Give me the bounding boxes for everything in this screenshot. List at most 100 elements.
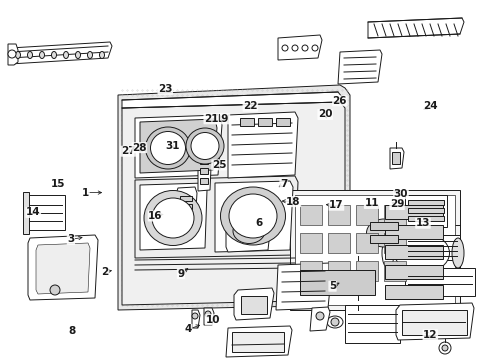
Bar bbox=[384, 265, 442, 279]
Polygon shape bbox=[36, 243, 90, 294]
Text: 28: 28 bbox=[132, 143, 146, 153]
Bar bbox=[299, 205, 321, 225]
Bar bbox=[299, 261, 321, 281]
Text: 7: 7 bbox=[279, 179, 287, 189]
Bar bbox=[23, 192, 29, 234]
Circle shape bbox=[302, 45, 307, 51]
Ellipse shape bbox=[352, 255, 362, 261]
Polygon shape bbox=[215, 181, 292, 252]
Text: 5: 5 bbox=[328, 281, 335, 291]
Bar bbox=[180, 204, 192, 209]
Bar bbox=[355, 261, 377, 281]
Circle shape bbox=[192, 313, 198, 319]
Bar bbox=[241, 296, 266, 314]
Circle shape bbox=[282, 45, 287, 51]
Text: 10: 10 bbox=[205, 315, 220, 325]
Ellipse shape bbox=[232, 219, 264, 243]
Ellipse shape bbox=[366, 219, 401, 247]
Circle shape bbox=[8, 50, 16, 58]
Bar bbox=[404, 268, 474, 296]
Bar bbox=[384, 245, 442, 259]
Text: 11: 11 bbox=[364, 198, 378, 208]
Ellipse shape bbox=[220, 187, 285, 245]
Ellipse shape bbox=[87, 51, 92, 59]
Text: 30: 30 bbox=[393, 189, 407, 199]
Ellipse shape bbox=[410, 306, 458, 334]
Text: 1: 1 bbox=[82, 188, 89, 198]
Text: 24: 24 bbox=[422, 101, 437, 111]
Bar bbox=[180, 196, 192, 201]
Circle shape bbox=[330, 318, 338, 326]
Bar bbox=[180, 212, 192, 217]
Ellipse shape bbox=[75, 51, 81, 59]
Text: 29: 29 bbox=[389, 199, 404, 210]
Bar bbox=[25, 195, 65, 230]
Bar bbox=[327, 233, 349, 253]
Circle shape bbox=[311, 45, 317, 51]
Ellipse shape bbox=[228, 194, 276, 238]
Polygon shape bbox=[389, 148, 403, 169]
Bar bbox=[383, 261, 405, 281]
Polygon shape bbox=[225, 326, 291, 357]
Bar bbox=[355, 205, 377, 225]
Polygon shape bbox=[122, 92, 341, 108]
Polygon shape bbox=[395, 303, 473, 340]
Text: 23: 23 bbox=[158, 84, 172, 94]
Polygon shape bbox=[28, 235, 98, 300]
Text: 13: 13 bbox=[415, 218, 429, 228]
Bar bbox=[391, 152, 399, 164]
Polygon shape bbox=[118, 85, 349, 310]
Ellipse shape bbox=[150, 131, 185, 165]
Polygon shape bbox=[174, 218, 178, 228]
Text: 17: 17 bbox=[328, 200, 343, 210]
Circle shape bbox=[204, 311, 210, 317]
Polygon shape bbox=[135, 115, 222, 178]
Ellipse shape bbox=[352, 295, 362, 301]
Bar bbox=[383, 205, 405, 225]
Bar bbox=[384, 205, 442, 219]
Ellipse shape bbox=[326, 316, 342, 328]
Text: 2: 2 bbox=[102, 267, 108, 277]
Bar bbox=[404, 195, 446, 227]
Text: 19: 19 bbox=[215, 114, 229, 124]
Polygon shape bbox=[192, 310, 200, 328]
Circle shape bbox=[315, 312, 324, 320]
Bar bbox=[327, 205, 349, 225]
Bar bbox=[200, 168, 207, 174]
Text: 27: 27 bbox=[121, 146, 135, 156]
Polygon shape bbox=[140, 183, 206, 250]
Text: 18: 18 bbox=[285, 197, 300, 207]
Bar bbox=[200, 178, 207, 184]
Text: 9: 9 bbox=[177, 269, 184, 279]
Bar bbox=[384, 225, 442, 239]
Ellipse shape bbox=[352, 275, 362, 281]
Bar bbox=[369, 222, 397, 230]
Ellipse shape bbox=[185, 128, 224, 164]
Text: 3: 3 bbox=[67, 234, 74, 244]
Bar bbox=[327, 261, 349, 281]
Bar bbox=[275, 118, 289, 126]
Bar bbox=[299, 270, 374, 295]
Polygon shape bbox=[8, 44, 18, 65]
Ellipse shape bbox=[27, 51, 32, 59]
Ellipse shape bbox=[145, 127, 190, 169]
Bar bbox=[231, 332, 284, 352]
Ellipse shape bbox=[51, 51, 57, 59]
Text: 22: 22 bbox=[243, 101, 257, 111]
Ellipse shape bbox=[394, 233, 448, 273]
Ellipse shape bbox=[381, 238, 393, 268]
Text: 31: 31 bbox=[164, 141, 179, 151]
Text: 4: 4 bbox=[184, 324, 192, 334]
Polygon shape bbox=[309, 307, 329, 331]
Ellipse shape bbox=[352, 285, 362, 291]
Ellipse shape bbox=[40, 51, 44, 59]
Text: 14: 14 bbox=[26, 207, 41, 217]
Polygon shape bbox=[176, 187, 197, 226]
Circle shape bbox=[50, 285, 60, 295]
Polygon shape bbox=[198, 139, 212, 191]
Bar bbox=[200, 148, 207, 154]
Bar bbox=[401, 310, 466, 335]
Ellipse shape bbox=[152, 198, 194, 238]
Bar bbox=[369, 235, 397, 243]
Text: 8: 8 bbox=[69, 326, 76, 336]
